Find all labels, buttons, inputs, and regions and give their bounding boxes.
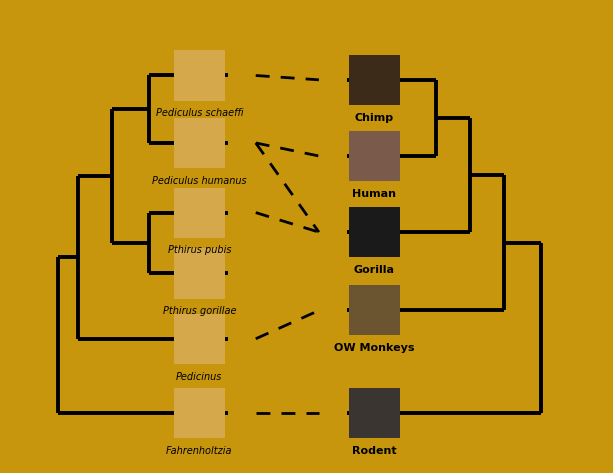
Text: Pedicinus: Pedicinus <box>176 372 223 382</box>
Bar <box>174 388 225 438</box>
Bar <box>174 314 225 364</box>
Bar <box>349 55 400 105</box>
Bar <box>174 118 225 168</box>
Text: Pediculus schaeffi: Pediculus schaeffi <box>156 108 243 118</box>
Bar <box>174 187 225 237</box>
Bar <box>349 207 400 257</box>
Text: OW Monkeys: OW Monkeys <box>334 343 414 353</box>
Text: Pthirus gorillae: Pthirus gorillae <box>162 307 236 316</box>
Text: Gorilla: Gorilla <box>354 265 395 275</box>
Text: Rodent: Rodent <box>352 446 397 455</box>
Text: Pthirus pubis: Pthirus pubis <box>167 245 231 255</box>
Bar <box>349 131 400 181</box>
Bar <box>349 285 400 335</box>
Bar <box>174 248 225 298</box>
Bar <box>174 51 225 101</box>
Bar <box>349 388 400 438</box>
Text: Pediculus humanus: Pediculus humanus <box>152 176 246 186</box>
Text: Human: Human <box>352 189 396 199</box>
Text: Fahrenholtzia: Fahrenholtzia <box>166 446 232 455</box>
Text: Chimp: Chimp <box>354 113 394 123</box>
